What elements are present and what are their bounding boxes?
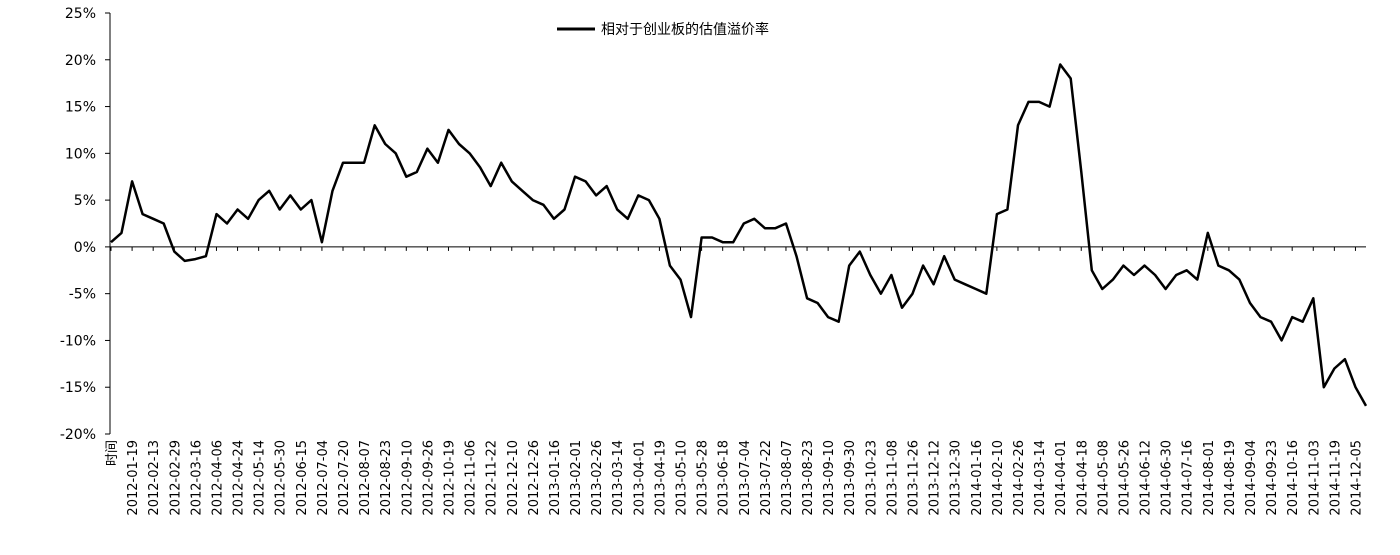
- x-tick-label: 2014-01-16: [970, 440, 985, 516]
- x-tick-label: 2012-10-19: [442, 440, 457, 516]
- x-tick-label: 2013-08-07: [780, 440, 795, 516]
- legend-label: 相对于创业板的估值溢价率: [601, 21, 769, 38]
- x-tick-label: 2013-07-04: [738, 440, 753, 516]
- x-tick-label: 2012-02-13: [147, 440, 162, 516]
- x-tick-label: 2012-04-24: [232, 440, 247, 516]
- x-tick-label: 2013-06-18: [717, 440, 732, 516]
- y-tick-label: 5%: [74, 193, 96, 209]
- x-tick-label: 2014-08-01: [1202, 440, 1217, 516]
- y-tick-label: 0%: [74, 240, 96, 256]
- x-tick-label: 2013-12-12: [928, 440, 943, 516]
- x-tick-label: 2012-05-14: [253, 440, 268, 516]
- x-tick-label: 2013-10-23: [864, 440, 879, 516]
- x-tick-label: 2013-02-26: [590, 440, 605, 516]
- x-tick-label: 2014-02-26: [1012, 440, 1027, 516]
- y-tick-label: 15%: [65, 100, 96, 116]
- x-tick-label: 2014-09-23: [1265, 440, 1280, 516]
- x-tick-label: 2013-05-28: [696, 440, 711, 516]
- x-tick-label: 2014-06-12: [1139, 440, 1154, 516]
- x-tick-label: 2012-09-26: [421, 440, 436, 516]
- x-tick-label: 2013-09-10: [822, 440, 837, 516]
- x-tick-label: 2013-03-14: [611, 440, 626, 516]
- x-tick-label: 2013-05-10: [674, 440, 689, 516]
- x-tick-label: 2014-04-18: [1075, 440, 1090, 516]
- x-tick-label: 2012-09-10: [400, 440, 415, 516]
- x-tick-label: 2013-04-19: [653, 440, 668, 516]
- x-tick-label: 2014-09-04: [1244, 440, 1259, 516]
- x-tick-label: 2012-07-04: [316, 440, 331, 516]
- x-tick-label: 2012-08-23: [379, 440, 394, 516]
- x-tick-label: 2013-09-30: [843, 440, 858, 516]
- x-tick-label: 2013-07-22: [759, 440, 774, 516]
- x-tick-label: 2014-03-14: [1033, 440, 1048, 516]
- y-tick-label: -10%: [60, 333, 96, 349]
- x-tick-label: 2012-02-29: [168, 440, 183, 516]
- x-tick-label: 2012-08-07: [358, 440, 373, 516]
- series-line: [110, 63, 1368, 407]
- x-tick-label: 2014-05-08: [1096, 440, 1111, 516]
- x-tick-label: 2013-12-30: [949, 440, 964, 516]
- x-tick-label: 2012-12-10: [506, 440, 521, 516]
- x-tick-label: 2014-10-16: [1286, 440, 1301, 516]
- x-tick-label: 2013-11-08: [885, 440, 900, 516]
- x-tick-label: 2012-11-22: [485, 440, 500, 516]
- y-tick-label: 20%: [65, 53, 96, 69]
- x-tick-label: 2014-05-26: [1117, 440, 1132, 516]
- x-tick-label: 2012-01-19: [126, 440, 141, 516]
- x-tick-label: 2014-11-19: [1328, 440, 1343, 516]
- x-tick-label: 2013-08-23: [801, 440, 816, 516]
- x-tick-label: 2012-07-20: [337, 440, 352, 516]
- x-tick-label: 2012-04-06: [210, 440, 225, 516]
- x-tick-label: 2013-01-16: [548, 440, 563, 516]
- x-tick-label: 2014-12-05: [1349, 440, 1364, 516]
- x-tick-label: 2013-11-26: [907, 440, 922, 516]
- x-tick-label: 2014-07-16: [1181, 440, 1196, 516]
- x-tick-label: 2012-12-26: [527, 440, 542, 516]
- x-tick-label: 2014-02-10: [991, 440, 1006, 516]
- x-tick-label: 2013-02-01: [569, 440, 584, 516]
- x-tick-label: 2012-03-16: [189, 440, 204, 516]
- x-tick-label: 2014-11-03: [1307, 440, 1322, 516]
- x-tick-label: 2012-11-06: [464, 440, 479, 516]
- y-tick-label: 25%: [65, 6, 96, 22]
- x-tick-label: 2014-04-01: [1054, 440, 1069, 516]
- y-tick-label: 10%: [65, 146, 96, 162]
- y-tick-label: -5%: [69, 287, 96, 303]
- x-tick-label: 2012-06-15: [295, 440, 310, 516]
- x-tick-label: 2012-05-30: [274, 440, 289, 516]
- x-tick-label: 2014-08-19: [1223, 440, 1238, 516]
- y-tick-label: -20%: [60, 427, 96, 443]
- x-tick-label: 2013-04-01: [632, 440, 647, 516]
- x-tick-label: 2014-06-30: [1160, 440, 1175, 516]
- y-tick-label: -15%: [60, 380, 96, 396]
- x-tick-label: 时间: [105, 440, 120, 466]
